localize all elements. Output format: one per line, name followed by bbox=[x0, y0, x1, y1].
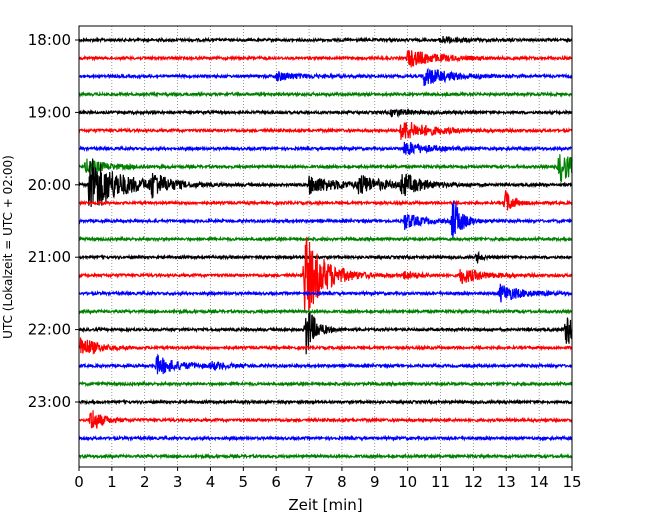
x-tick-label: 1 bbox=[107, 473, 117, 491]
x-tick-label: 8 bbox=[337, 473, 347, 491]
trace-2115 bbox=[78, 237, 573, 313]
x-tick-label: 12 bbox=[464, 473, 483, 491]
trace-2315 bbox=[78, 410, 573, 429]
trace-1945 bbox=[78, 154, 573, 182]
trace-1845 bbox=[78, 90, 573, 98]
trace-2030 bbox=[78, 200, 573, 240]
trace-1900 bbox=[78, 108, 573, 118]
y-tick-label: 19:00 bbox=[28, 103, 71, 121]
x-tick-label: 11 bbox=[431, 473, 450, 491]
trace-2230 bbox=[78, 353, 573, 375]
y-tick-label: 22:00 bbox=[28, 321, 71, 339]
x-tick-label: 2 bbox=[140, 473, 150, 491]
y-axis-label: UTC (Lokalzeit = UTC + 02:00) bbox=[1, 155, 15, 339]
trace-2300 bbox=[78, 398, 573, 406]
x-tick-label: 9 bbox=[370, 473, 380, 491]
trace-2330 bbox=[78, 434, 573, 442]
x-axis-ticks: 0 1 2 3 4 5 6 7 8 9 10 11 12 13 14 15 bbox=[74, 467, 582, 491]
x-tick-label: 15 bbox=[562, 473, 581, 491]
trace-2200 bbox=[78, 312, 573, 355]
y-tick-label: 20:00 bbox=[28, 176, 71, 194]
trace-1800 bbox=[78, 36, 573, 45]
x-tick-label: 14 bbox=[530, 473, 549, 491]
trace-1830 bbox=[78, 67, 573, 86]
x-tick-label: 13 bbox=[497, 473, 516, 491]
plot-frame bbox=[78, 25, 573, 468]
x-tick-label: 4 bbox=[206, 473, 216, 491]
x-tick-label: 10 bbox=[398, 473, 417, 491]
trace-1815 bbox=[78, 50, 573, 68]
x-tick-label: 5 bbox=[239, 473, 249, 491]
trace-1915 bbox=[78, 122, 573, 140]
trace-2100 bbox=[78, 250, 573, 264]
trace-1930 bbox=[78, 141, 573, 156]
trace-2145 bbox=[78, 307, 573, 315]
trace-2245 bbox=[78, 380, 573, 388]
trace-2215 bbox=[78, 337, 573, 355]
x-tick-label: 7 bbox=[304, 473, 314, 491]
x-axis-label: Zeit [min] bbox=[288, 496, 362, 514]
seismic-traces bbox=[78, 36, 573, 460]
y-tick-label: 18:00 bbox=[28, 31, 71, 49]
y-axis-ticks: 18:00 19:00 20:00 21:00 22:00 23:00 bbox=[28, 31, 79, 411]
x-tick-label: 3 bbox=[173, 473, 183, 491]
y-tick-label: 23:00 bbox=[28, 393, 71, 411]
trace-2000 bbox=[78, 158, 573, 207]
trace-2015 bbox=[78, 190, 573, 211]
x-tick-label: 6 bbox=[271, 473, 281, 491]
trace-2130 bbox=[78, 283, 573, 303]
trace-2345 bbox=[78, 452, 573, 460]
x-tick-label: 0 bbox=[74, 473, 84, 491]
y-tick-label: 21:00 bbox=[28, 248, 71, 266]
trace-2045 bbox=[78, 235, 573, 243]
